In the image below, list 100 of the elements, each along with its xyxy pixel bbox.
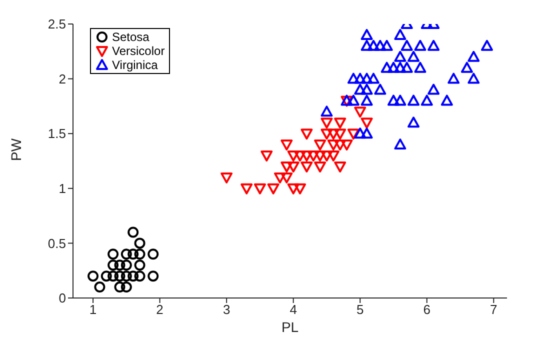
x-tick-label: 3 (222, 302, 230, 318)
point (367, 72, 380, 84)
point (428, 84, 440, 95)
point (480, 40, 493, 51)
point (428, 40, 440, 51)
legend-label: Virginica (112, 58, 158, 72)
point (334, 161, 346, 172)
point (394, 28, 406, 40)
point (148, 270, 159, 282)
point (134, 260, 146, 271)
point (134, 248, 146, 260)
point (267, 183, 280, 194)
point (254, 183, 266, 194)
point (360, 84, 373, 95)
point (134, 238, 146, 249)
point (88, 270, 99, 282)
point (134, 270, 146, 282)
point (408, 50, 420, 62)
point (128, 226, 139, 238)
point (394, 62, 406, 73)
point (400, 62, 413, 73)
point (274, 172, 286, 184)
x-tick-label: 4 (290, 302, 297, 318)
point (280, 172, 293, 184)
point (347, 94, 360, 106)
point (347, 72, 360, 84)
point (380, 62, 393, 73)
point (280, 140, 293, 151)
point (354, 72, 366, 84)
point (120, 270, 132, 282)
point (367, 40, 380, 51)
point (314, 140, 326, 151)
legend-label: Setosa (112, 30, 150, 44)
point (300, 128, 313, 140)
point (374, 40, 386, 51)
point (420, 94, 433, 106)
point (120, 282, 132, 293)
point (334, 140, 346, 151)
point (360, 28, 373, 40)
point (387, 94, 400, 106)
point (414, 62, 426, 73)
point (320, 106, 333, 117)
point (114, 270, 126, 282)
point (468, 50, 480, 62)
point (360, 72, 373, 84)
point (414, 40, 426, 51)
y-tick-label: 1 (58, 181, 66, 196)
point (287, 161, 300, 172)
point (468, 72, 480, 84)
point (347, 128, 360, 140)
x-tick-label: 5 (356, 302, 364, 318)
point (394, 138, 406, 150)
x-axis-title: PL (281, 319, 299, 335)
point (108, 248, 119, 260)
point (360, 128, 373, 139)
point (440, 94, 453, 106)
point (380, 40, 393, 51)
point (114, 260, 126, 271)
point (408, 94, 420, 106)
y-tick-label: 2 (58, 71, 66, 86)
x-tick-label: 2 (156, 302, 164, 318)
y-tick-label: 1.5 (48, 126, 66, 142)
point (360, 94, 373, 106)
point (114, 282, 126, 293)
point (108, 260, 119, 271)
point (280, 161, 293, 172)
point (354, 84, 366, 95)
point (408, 116, 420, 128)
x-tick-label: 6 (423, 302, 430, 318)
y-axis-title: PW (8, 138, 24, 161)
point (327, 128, 340, 140)
point (448, 72, 460, 84)
point (148, 248, 159, 260)
point (394, 94, 406, 106)
point (287, 183, 300, 194)
point (287, 150, 300, 162)
point (400, 40, 413, 51)
point (220, 172, 233, 184)
point (307, 150, 320, 162)
point (294, 183, 306, 194)
point (354, 128, 366, 139)
x-tick-label: 1 (89, 302, 97, 318)
point (120, 260, 132, 271)
point (387, 62, 400, 73)
y-tick-label: 0 (58, 290, 66, 306)
point (320, 128, 333, 140)
point (340, 140, 353, 151)
point (108, 270, 119, 282)
point (327, 150, 340, 162)
point (260, 150, 273, 162)
point (394, 50, 406, 62)
point (460, 62, 473, 73)
point (314, 161, 326, 172)
point (240, 183, 253, 194)
y-tick-label: 2.5 (48, 16, 66, 32)
point (128, 248, 139, 260)
point (334, 118, 346, 129)
x-tick-label: 7 (490, 302, 498, 318)
point (360, 40, 373, 51)
legend-label: Versicolor (112, 44, 165, 58)
